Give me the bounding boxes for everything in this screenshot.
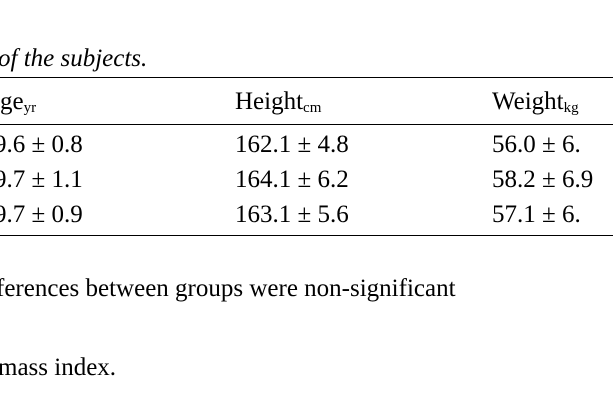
cell: 57.1 ± 6. bbox=[492, 201, 581, 228]
cell: 9.7 ± 1.1 bbox=[0, 166, 83, 193]
header-text: ge bbox=[0, 88, 24, 115]
header-text: Height bbox=[235, 88, 304, 115]
cell: 58.2 ± 6.9 bbox=[492, 166, 594, 193]
cell: 163.1 ± 5.6 bbox=[235, 201, 349, 228]
header-cell: Weightkg bbox=[492, 89, 579, 116]
header-unit: yr bbox=[23, 100, 37, 116]
footnote: ferences between groups were non-signifi… bbox=[0, 275, 456, 302]
cell: 162.1 ± 4.8 bbox=[235, 131, 349, 158]
header-cell: geyr bbox=[0, 89, 36, 116]
header-cell: Heightcm bbox=[235, 89, 321, 116]
caption: of the subjects. bbox=[0, 45, 148, 72]
header-text: Weight bbox=[492, 88, 564, 115]
cell: 56.0 ± 6. bbox=[492, 131, 581, 158]
header-unit: kg bbox=[563, 100, 579, 116]
cell: 9.7 ± 0.9 bbox=[0, 201, 83, 228]
cell: 164.1 ± 6.2 bbox=[235, 166, 349, 193]
header-rule bbox=[0, 124, 613, 125]
footnote: mass index. bbox=[0, 354, 117, 381]
cell: 9.6 ± 0.8 bbox=[0, 131, 83, 158]
bottom-rule bbox=[0, 235, 613, 236]
top-rule bbox=[0, 77, 613, 78]
header-unit: cm bbox=[303, 100, 322, 116]
